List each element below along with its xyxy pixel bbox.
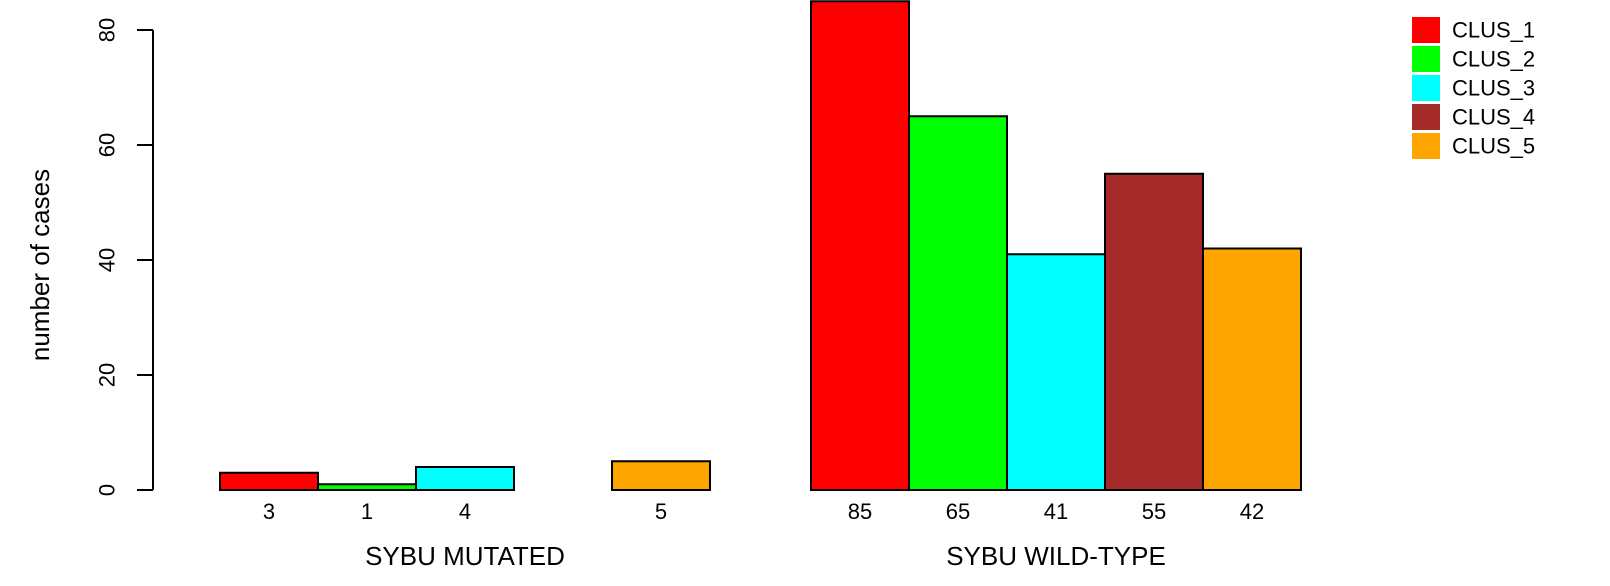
legend-swatch xyxy=(1412,46,1440,72)
bar-value-label: 42 xyxy=(1240,499,1264,524)
bar-clus-3 xyxy=(415,466,515,491)
group-label: SYBU MUTATED xyxy=(365,541,565,571)
bar-value-label: 3 xyxy=(263,499,275,524)
group-label: SYBU WILD-TYPE xyxy=(946,541,1166,571)
y-tick-label: 20 xyxy=(95,363,120,387)
y-tick-label: 80 xyxy=(95,18,120,42)
bar-clus-5 xyxy=(611,460,711,491)
bar-clus-2 xyxy=(908,115,1008,491)
y-axis: 0 20 40 60 80 xyxy=(95,18,154,496)
bars: 3 1 4 5 SYBU MUTATED 85 65 41 55 42 SYBU WILD-TYPE xyxy=(219,0,1302,571)
bar-value-label: 85 xyxy=(848,499,872,524)
bar-value-label: 5 xyxy=(655,499,667,524)
bar-clus-2 xyxy=(317,483,417,491)
legend-entry: CLUS_3 xyxy=(1452,76,1535,101)
legend-swatch xyxy=(1412,133,1440,159)
legend-swatch xyxy=(1412,104,1440,130)
y-tick-label: 0 xyxy=(95,484,120,496)
legend-entry: CLUS_5 xyxy=(1452,134,1535,159)
bar-clus-1 xyxy=(810,0,910,491)
bar-value-label: 4 xyxy=(459,499,471,524)
y-tick-label: 60 xyxy=(95,133,120,157)
bar-clus-3 xyxy=(1006,253,1106,491)
bar-value-label: 41 xyxy=(1044,499,1068,524)
y-tick-label: 40 xyxy=(95,248,120,272)
legend: CLUS_1 CLUS_2 CLUS_3 CLUS_4 CLUS_5 xyxy=(1412,17,1535,159)
bar-clus-5 xyxy=(1202,247,1302,491)
bar-value-label: 65 xyxy=(946,499,970,524)
bar-clus-4 xyxy=(1104,172,1204,491)
bar-value-label: 55 xyxy=(1142,499,1166,524)
legend-swatch xyxy=(1412,75,1440,101)
legend-entry: CLUS_4 xyxy=(1452,105,1535,130)
legend-entry: CLUS_2 xyxy=(1452,47,1535,72)
bar-value-label: 1 xyxy=(361,499,373,524)
y-axis-label: number of cases xyxy=(25,169,55,361)
bar-clus-1 xyxy=(219,471,319,491)
legend-entry: CLUS_1 xyxy=(1452,18,1535,43)
legend-swatch xyxy=(1412,17,1440,43)
